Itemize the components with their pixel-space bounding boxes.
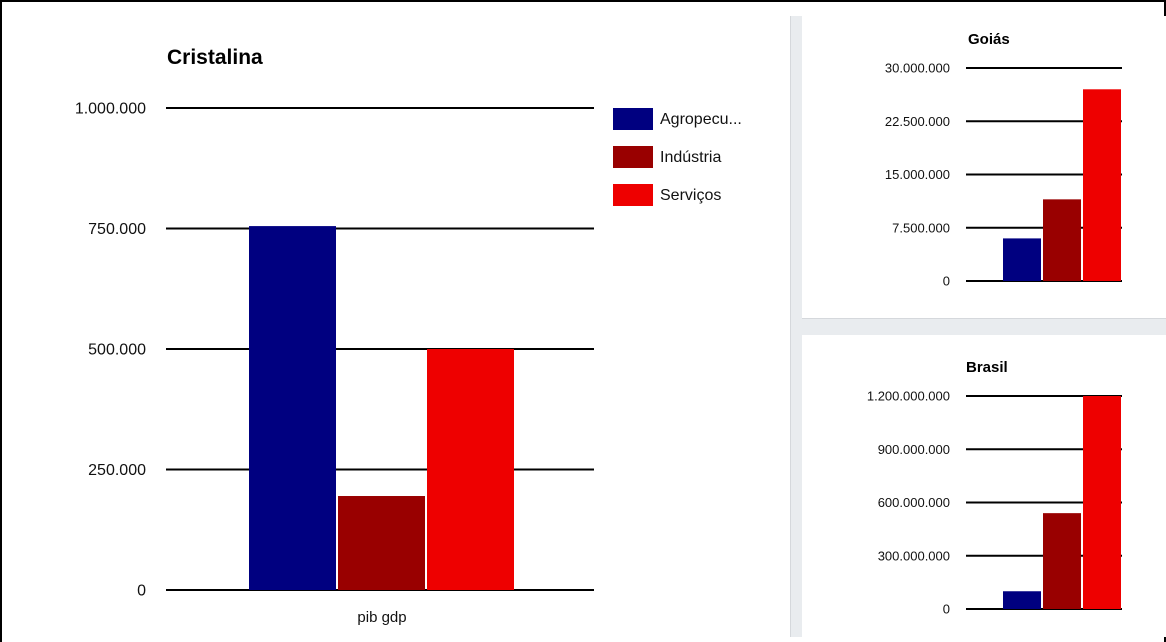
cristalina-y-tick-label: 250.000: [88, 462, 146, 479]
brasil-bar-servicos: [1083, 396, 1121, 609]
brasil-title: Brasil: [966, 359, 1008, 376]
cristalina-chart: Cristalina 0 250.000 500.000 750.000 1.000.00…: [75, 46, 742, 626]
cristalina-y-tick-label: 750.000: [88, 221, 146, 238]
cristalina-x-category-label: pib gdp: [357, 609, 406, 626]
goias-y-tick-label: 0: [943, 274, 950, 289]
brasil-y-tick-label: 1.200.000.000: [867, 389, 950, 404]
cristalina-y-tick-label: 1.000.000: [75, 101, 146, 118]
brasil-chart: Brasil 0 300.000.000 600.000.000 900.000.000…: [867, 359, 1122, 617]
legend-swatch: [613, 146, 653, 168]
legend-label: Indústria: [660, 149, 721, 166]
goias-bar-servicos: [1083, 89, 1121, 281]
cristalina-bar-servicos: [427, 349, 514, 590]
legend-label: Agropecu...: [660, 111, 742, 128]
goias-bar-industria: [1043, 199, 1081, 281]
brasil-bar-industria: [1043, 513, 1081, 609]
legend-swatch: [613, 184, 653, 206]
cristalina-title: Cristalina: [167, 46, 263, 69]
legend-swatch: [613, 108, 653, 130]
brasil-y-tick-label: 600.000.000: [878, 495, 950, 510]
legend-label: Serviços: [660, 187, 721, 204]
brasil-bar-agropecuaria: [1003, 591, 1041, 609]
brasil-y-tick-label: 900.000.000: [878, 442, 950, 457]
goias-bar-agropecuaria: [1003, 238, 1041, 281]
goias-y-tick-label: 7.500.000: [892, 220, 950, 235]
panel-divider: [790, 16, 803, 637]
goias-y-tick-label: 22.500.000: [885, 114, 950, 129]
brasil-y-tick-label: 0: [943, 602, 950, 617]
cristalina-y-tick-label: 0: [137, 583, 146, 600]
goias-y-tick-label: 30.000.000: [885, 61, 950, 76]
cristalina-legend: Agropecu... Indústria Serviços: [613, 108, 742, 206]
goias-y-tick-label: 15.000.000: [885, 167, 950, 182]
cristalina-y-tick-label: 500.000: [88, 342, 146, 359]
cristalina-bar-agropecuaria: [249, 226, 336, 590]
brasil-y-tick-label: 300.000.000: [878, 548, 950, 563]
cristalina-bar-industria: [338, 496, 425, 590]
goias-title: Goiás: [968, 31, 1010, 48]
goias-chart: Goiás 0 7.500.000 15.000.000 22.500.000 30.00…: [885, 31, 1122, 289]
